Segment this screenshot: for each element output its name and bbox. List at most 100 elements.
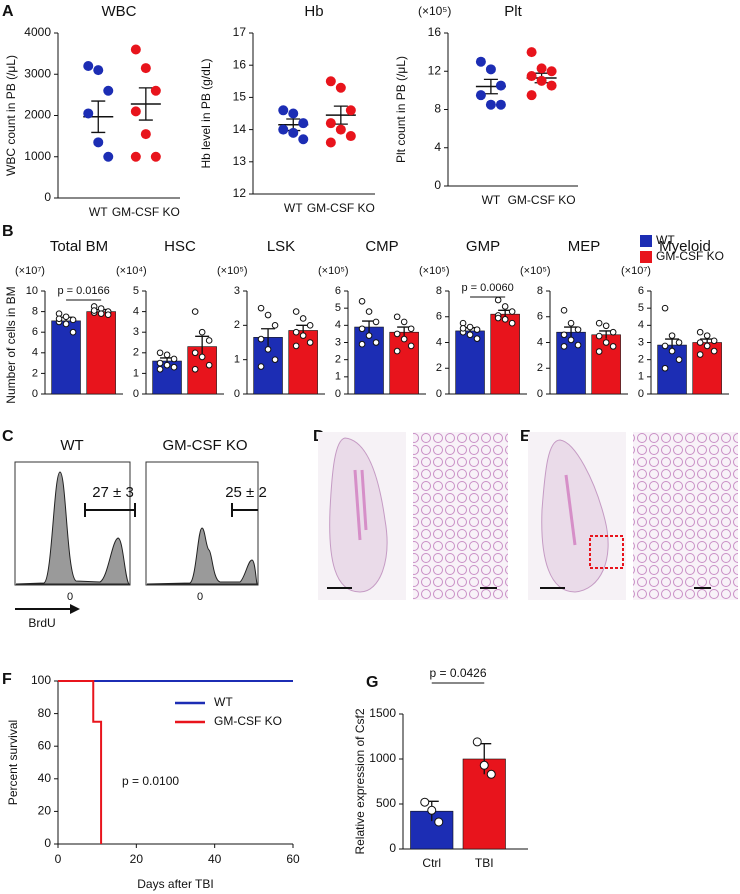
y-tick-label: 4 <box>335 319 341 331</box>
point <box>495 80 506 91</box>
y-tick-label: 4 <box>32 347 38 359</box>
legend-swatch <box>640 251 652 263</box>
point <box>609 343 617 350</box>
point <box>485 64 496 75</box>
point <box>427 805 437 815</box>
point <box>661 342 669 350</box>
y-tick-label: 0 <box>234 388 240 400</box>
axis-multiplier: (×10⁷) <box>15 265 45 277</box>
y-tick-label: 5 <box>133 285 139 297</box>
point <box>703 342 711 350</box>
y-tick-label: 3000 <box>24 66 51 80</box>
error-bar <box>483 78 498 95</box>
point <box>710 337 718 345</box>
point <box>434 817 444 827</box>
y-tick-label: 8 <box>436 285 442 297</box>
point <box>574 341 582 349</box>
point <box>140 129 151 140</box>
bar <box>86 311 116 395</box>
point <box>710 347 718 355</box>
panel-letter: G <box>366 674 378 691</box>
axis-multiplier: (×10⁵) <box>520 265 551 277</box>
point <box>696 328 704 336</box>
y-tick-label: 2 <box>335 354 341 366</box>
point <box>325 118 336 129</box>
point <box>191 349 199 357</box>
point <box>567 319 575 327</box>
gate <box>84 503 136 517</box>
y-tick-label: 6 <box>436 311 442 323</box>
arrow-head <box>70 604 80 614</box>
axis-multiplier: (×10⁵) <box>217 265 248 277</box>
point <box>479 760 489 770</box>
point <box>358 298 366 305</box>
point <box>130 44 141 55</box>
point <box>526 47 537 58</box>
x-tick-label: WT <box>482 193 501 207</box>
point <box>163 351 171 359</box>
point <box>393 347 401 355</box>
point <box>365 308 373 315</box>
point <box>661 364 669 372</box>
point <box>473 335 481 342</box>
point <box>475 56 486 67</box>
point <box>486 769 496 779</box>
micrograph <box>633 432 738 600</box>
chart-title: Myeloid <box>659 238 711 255</box>
point <box>55 315 63 323</box>
error-bar <box>564 326 579 338</box>
point <box>62 313 70 321</box>
x-tick-label: Ctrl <box>422 856 441 870</box>
point <box>365 332 373 339</box>
point <box>508 319 516 327</box>
point <box>345 131 356 142</box>
panel-letter: A <box>2 3 14 20</box>
point <box>278 124 289 135</box>
vessel <box>564 474 577 546</box>
panel-letter: B <box>2 223 14 240</box>
point <box>335 124 346 135</box>
point <box>264 346 272 353</box>
point <box>393 313 401 321</box>
point <box>198 328 206 336</box>
point <box>325 137 336 148</box>
point <box>526 90 537 101</box>
point <box>466 323 474 331</box>
y-tick-label: 1 <box>133 367 139 379</box>
y-tick-label: 8 <box>537 285 543 297</box>
y-tick-label: 6 <box>537 311 543 323</box>
y-tick-label: 1 <box>335 371 341 383</box>
panel-letter: E <box>520 428 531 445</box>
y-tick-label: 0 <box>389 841 396 855</box>
x-axis-label: Days after TBI <box>137 877 213 891</box>
point <box>170 363 178 371</box>
y-tick-label: 0 <box>133 388 139 400</box>
x-tick-label: WT <box>89 205 108 219</box>
point <box>163 361 171 369</box>
legend-label: WT <box>656 233 675 247</box>
point <box>69 328 77 336</box>
y-tick-label: 40 <box>38 771 52 785</box>
point <box>560 331 568 339</box>
y-tick-label: 5 <box>335 302 341 314</box>
point <box>292 308 300 315</box>
axis-multiplier: (×10⁵) <box>318 265 349 277</box>
point <box>198 353 206 361</box>
y-tick-label: 0 <box>638 388 644 400</box>
axis-multiplier: (×10⁴) <box>116 265 147 277</box>
y-axis-label: Relative expression of Csf2 <box>353 708 367 854</box>
chart-title: GMP <box>466 238 500 255</box>
point <box>156 359 164 367</box>
point <box>407 342 415 350</box>
point <box>93 65 104 76</box>
flow-box <box>14 461 131 586</box>
bar <box>455 330 485 395</box>
point <box>400 318 408 326</box>
point <box>372 339 380 346</box>
legend-label: WT <box>214 695 233 709</box>
point <box>567 336 575 344</box>
point <box>156 365 164 373</box>
point <box>407 325 415 333</box>
x-axis-label: BrdU <box>28 616 55 630</box>
point <box>501 316 509 323</box>
